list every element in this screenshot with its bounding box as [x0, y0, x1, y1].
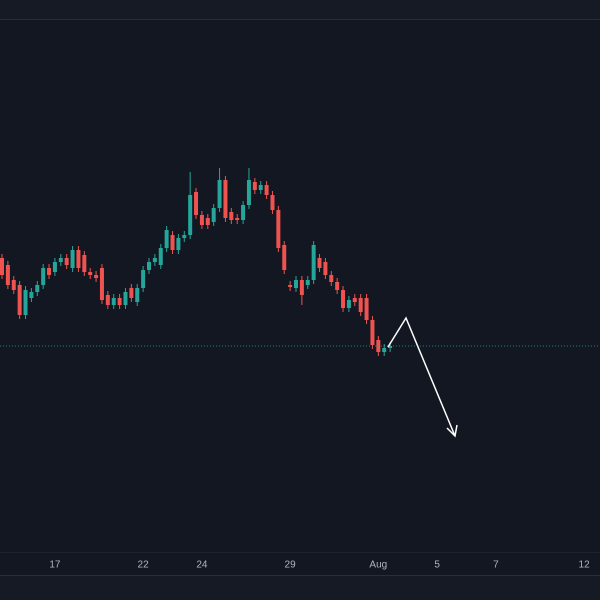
- candle-body: [352, 298, 357, 302]
- candle-body: [182, 235, 187, 238]
- x-tick-label: 22: [138, 560, 150, 571]
- candle-body: [305, 280, 310, 285]
- candle-body: [117, 298, 122, 305]
- candle-body: [152, 258, 157, 262]
- candle-body: [346, 300, 351, 308]
- candle-body: [99, 268, 104, 300]
- candle-body: [29, 292, 34, 298]
- candle-body: [141, 270, 146, 288]
- candle-body: [188, 195, 193, 235]
- candle-body: [288, 285, 293, 287]
- candle-body: [176, 238, 181, 250]
- candle-body: [76, 250, 81, 268]
- candle-body: [217, 180, 222, 208]
- candle-body: [35, 285, 40, 292]
- x-tick-label: 5: [434, 560, 440, 571]
- candle-body: [41, 268, 46, 285]
- candle-body: [129, 288, 134, 298]
- candle-body: [88, 272, 93, 275]
- candle-body: [299, 280, 304, 295]
- candle-body: [264, 185, 269, 195]
- candle-body: [241, 205, 246, 220]
- candle-body: [17, 285, 22, 315]
- candle-body: [47, 268, 52, 275]
- candle-body: [11, 280, 16, 290]
- arrow-head: [446, 424, 458, 438]
- candle-body: [64, 258, 69, 265]
- bottom-bar: [0, 576, 600, 600]
- candle-body: [0, 258, 4, 275]
- candle-body: [194, 192, 199, 215]
- candle-body: [364, 298, 369, 320]
- candle-body: [23, 290, 28, 315]
- candle-body: [199, 215, 204, 225]
- candle-body: [170, 235, 175, 250]
- x-tick-label: 7: [493, 560, 499, 571]
- candle-body: [111, 298, 116, 305]
- candle-body: [317, 258, 322, 268]
- x-tick-label: 29: [285, 560, 297, 571]
- candle-body: [235, 218, 240, 220]
- x-tick-label: Aug: [369, 560, 387, 571]
- candle-body: [246, 180, 251, 205]
- x-tick-label: 17: [49, 560, 61, 571]
- candle-body: [5, 265, 10, 285]
- candle-body: [205, 218, 210, 225]
- candle-body: [323, 262, 328, 275]
- candle-body: [158, 248, 163, 265]
- candle-body: [358, 298, 363, 312]
- drawing-arrow: [387, 316, 456, 437]
- candle-body: [70, 250, 75, 268]
- candle-body: [58, 258, 63, 262]
- candle-body: [329, 275, 334, 282]
- candle-body: [52, 262, 57, 272]
- candle-body: [94, 275, 99, 278]
- candle-body: [370, 320, 375, 345]
- candle-body: [311, 245, 316, 280]
- candle-body: [135, 288, 140, 302]
- candle-body: [123, 292, 128, 305]
- candle-body: [276, 210, 281, 248]
- top-bar: [0, 0, 600, 19]
- candle-body: [211, 208, 216, 222]
- candle-body: [270, 195, 275, 210]
- candle-body: [82, 255, 87, 272]
- candle-body: [223, 180, 228, 218]
- candle-body: [105, 295, 110, 305]
- candle-body: [335, 282, 340, 290]
- candles: [0, 168, 600, 356]
- candle-body: [382, 348, 387, 352]
- candle-body: [229, 212, 234, 220]
- candle-body: [258, 185, 263, 190]
- candle-body: [388, 346, 393, 348]
- candle-body: [164, 230, 169, 248]
- x-tick-label: 12: [579, 560, 591, 571]
- x-tick-label: 24: [196, 560, 208, 571]
- candle-body: [294, 280, 298, 288]
- candle-body: [147, 262, 151, 270]
- candle-body: [282, 245, 287, 270]
- candle-body: [341, 290, 346, 308]
- candle-body: [252, 182, 257, 190]
